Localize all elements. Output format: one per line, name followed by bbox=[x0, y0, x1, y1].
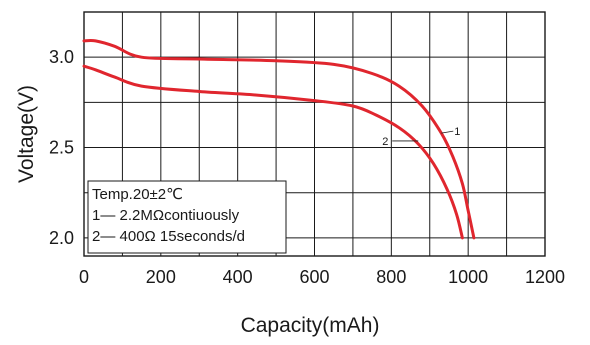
legend-box: Temp.20±2℃ 1— 2.2MΩcontiuously 2— 400Ω 1… bbox=[87, 180, 287, 254]
x-axis-ticks: 0 200 400 600 800 1000 1200 bbox=[79, 267, 565, 287]
curve-label-1-leader bbox=[441, 130, 454, 134]
series-line-1 bbox=[82, 39, 476, 240]
x-tick-label: 800 bbox=[376, 267, 406, 287]
series-line-2 bbox=[82, 64, 464, 240]
x-tick-label: 200 bbox=[146, 267, 176, 287]
x-tick-label: 1000 bbox=[448, 267, 488, 287]
y-tick-label: 2.5 bbox=[49, 138, 74, 158]
x-tick-label: 0 bbox=[79, 267, 89, 287]
legend-frame bbox=[87, 180, 287, 254]
legend-temperature: Temp.20±2℃ bbox=[92, 186, 183, 203]
plot-area-border bbox=[83, 11, 546, 257]
series-layer bbox=[82, 39, 476, 240]
legend-entry-curve-2: 2— 400Ω 15seconds/d bbox=[92, 228, 245, 245]
x-tick-label: 600 bbox=[299, 267, 329, 287]
y-tick-label: 2.0 bbox=[49, 228, 74, 248]
y-axis-ticks: 2.0 2.5 3.0 bbox=[49, 47, 74, 248]
curve-label-1: 1 bbox=[454, 126, 460, 138]
curve-label-2: 2 bbox=[382, 136, 388, 148]
y-tick-label: 3.0 bbox=[49, 47, 74, 67]
legend-entry-curve-1: 1— 2.2MΩcontiuously bbox=[92, 207, 240, 224]
curve-labels: 12 bbox=[382, 126, 460, 148]
x-tick-label: 1200 bbox=[525, 267, 565, 287]
x-axis-title: Capacity(mAh) bbox=[241, 314, 380, 337]
x-tick-label: 400 bbox=[223, 267, 253, 287]
y-axis-title: Voltage(V) bbox=[15, 85, 38, 183]
